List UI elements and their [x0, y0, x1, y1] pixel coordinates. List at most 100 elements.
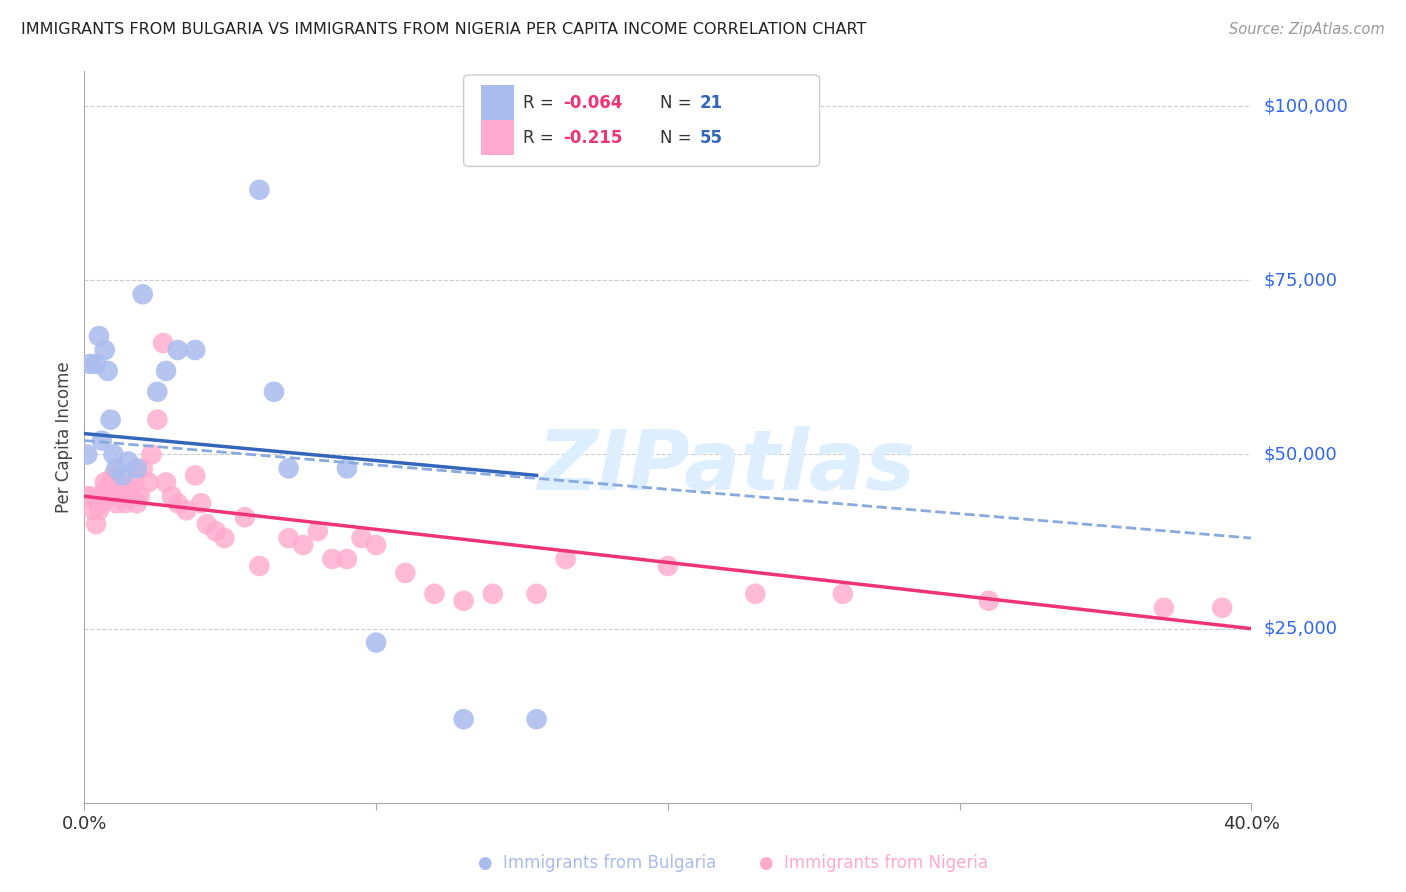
- Point: [111, 483, 134, 497]
- Text: $50,000: $50,000: [1263, 445, 1337, 464]
- Point: [125, 496, 148, 510]
- Point: [1211, 600, 1233, 615]
- Point: [526, 587, 548, 601]
- Text: N =: N =: [659, 129, 696, 147]
- Text: R =: R =: [523, 94, 560, 112]
- Point: [84, 517, 107, 532]
- Point: [336, 461, 359, 475]
- Text: ●  Immigrants from Nigeria: ● Immigrants from Nigeria: [759, 855, 988, 872]
- Point: [84, 357, 107, 371]
- Point: [100, 475, 122, 490]
- Text: $25,000: $25,000: [1263, 620, 1337, 638]
- Point: [204, 524, 226, 538]
- Point: [122, 475, 145, 490]
- Point: [114, 496, 136, 510]
- Text: $75,000: $75,000: [1263, 271, 1337, 289]
- Point: [321, 552, 343, 566]
- Point: [184, 343, 207, 357]
- Point: [350, 531, 373, 545]
- Point: [111, 468, 134, 483]
- Point: [94, 343, 117, 357]
- Text: -0.064: -0.064: [562, 94, 623, 112]
- FancyBboxPatch shape: [464, 75, 820, 167]
- Point: [190, 496, 212, 510]
- Text: R =: R =: [523, 129, 560, 147]
- Point: [100, 412, 122, 426]
- Point: [292, 538, 315, 552]
- Point: [247, 183, 270, 197]
- Point: [128, 489, 150, 503]
- Point: [87, 329, 110, 343]
- Text: Source: ZipAtlas.com: Source: ZipAtlas.com: [1229, 22, 1385, 37]
- Point: [97, 489, 120, 503]
- Point: [366, 538, 388, 552]
- Point: [138, 475, 160, 490]
- Point: [160, 489, 183, 503]
- Point: [90, 496, 112, 510]
- Point: [832, 587, 855, 601]
- Point: [307, 524, 329, 538]
- Point: [184, 468, 207, 483]
- Point: [76, 448, 98, 462]
- Point: [79, 357, 101, 371]
- Point: [82, 503, 104, 517]
- Point: [132, 287, 155, 301]
- FancyBboxPatch shape: [481, 86, 513, 120]
- Text: N =: N =: [659, 94, 696, 112]
- Point: [155, 475, 177, 490]
- Point: [105, 461, 128, 475]
- Point: [1153, 600, 1175, 615]
- Point: [120, 483, 142, 497]
- Text: ●  Immigrants from Bulgaria: ● Immigrants from Bulgaria: [478, 855, 716, 872]
- Point: [76, 489, 98, 503]
- Point: [277, 531, 299, 545]
- Point: [394, 566, 416, 580]
- Point: [152, 336, 174, 351]
- Point: [453, 712, 475, 726]
- Point: [105, 496, 128, 510]
- Point: [195, 517, 218, 532]
- Point: [94, 475, 117, 490]
- Text: ZIPatlas: ZIPatlas: [537, 425, 915, 507]
- FancyBboxPatch shape: [481, 120, 513, 155]
- Point: [125, 461, 148, 475]
- Text: -0.215: -0.215: [562, 129, 623, 147]
- Point: [146, 384, 169, 399]
- Point: [366, 635, 388, 649]
- Point: [166, 343, 188, 357]
- Text: 21: 21: [699, 94, 723, 112]
- Point: [94, 483, 117, 497]
- Point: [155, 364, 177, 378]
- Point: [247, 558, 270, 573]
- Point: [166, 496, 188, 510]
- Point: [90, 434, 112, 448]
- Point: [657, 558, 679, 573]
- Point: [233, 510, 256, 524]
- Point: [117, 489, 139, 503]
- Point: [214, 531, 236, 545]
- Point: [481, 587, 505, 601]
- Point: [526, 712, 548, 726]
- Point: [132, 461, 155, 475]
- Point: [176, 503, 198, 517]
- Point: [554, 552, 576, 566]
- Point: [103, 448, 125, 462]
- Y-axis label: Per Capita Income: Per Capita Income: [55, 361, 73, 513]
- Point: [146, 412, 169, 426]
- Point: [453, 594, 475, 608]
- Point: [87, 503, 110, 517]
- Text: IMMIGRANTS FROM BULGARIA VS IMMIGRANTS FROM NIGERIA PER CAPITA INCOME CORRELATIO: IMMIGRANTS FROM BULGARIA VS IMMIGRANTS F…: [21, 22, 866, 37]
- Point: [263, 384, 285, 399]
- Text: $100,000: $100,000: [1263, 97, 1348, 115]
- Point: [977, 594, 1000, 608]
- Text: 55: 55: [699, 129, 723, 147]
- Point: [103, 468, 125, 483]
- Point: [744, 587, 766, 601]
- Point: [79, 489, 101, 503]
- Point: [97, 364, 120, 378]
- Point: [336, 552, 359, 566]
- Point: [277, 461, 299, 475]
- Point: [141, 448, 163, 462]
- Point: [117, 454, 139, 468]
- Point: [423, 587, 446, 601]
